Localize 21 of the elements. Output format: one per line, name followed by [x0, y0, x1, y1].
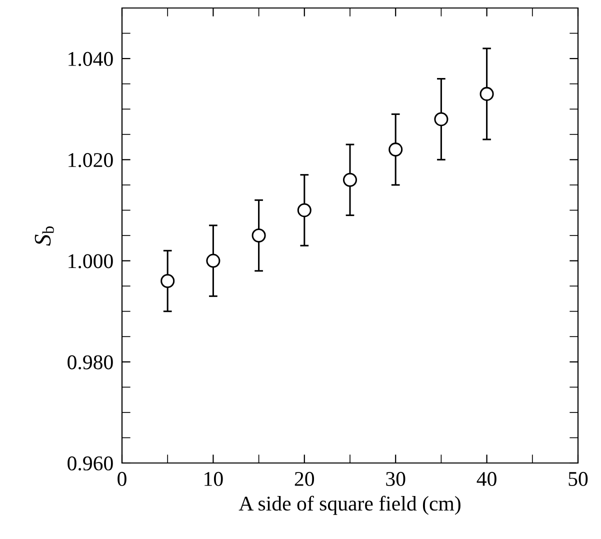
- x-tick-label: 40: [476, 472, 496, 486]
- point: [480, 86, 494, 101]
- point: [434, 112, 448, 126]
- y-tick-label: 0.960: [68, 456, 113, 471]
- x-tick-label: 0: [118, 472, 126, 486]
- x-tick-label: 50: [568, 472, 588, 486]
- x-tick-label: 30: [386, 472, 406, 486]
- point: [206, 254, 220, 268]
- y-tick-label: 1.020: [68, 153, 113, 168]
- point: [342, 172, 358, 187]
- point: [388, 142, 403, 157]
- y-tick-label: 0.980: [68, 355, 113, 370]
- x-tick-label: 10: [204, 472, 223, 486]
- x-tick-label: 20: [294, 472, 314, 486]
- point: [297, 203, 312, 218]
- y-tick-label: 1.040: [68, 52, 113, 66]
- y-tick-label: 1.000: [68, 254, 113, 268]
- point: [160, 274, 175, 288]
- x-axis-title: A side of square field (cm): [238, 496, 460, 515]
- point: [252, 228, 266, 243]
- y-axis-title: S$_{b}$: [34, 226, 54, 246]
